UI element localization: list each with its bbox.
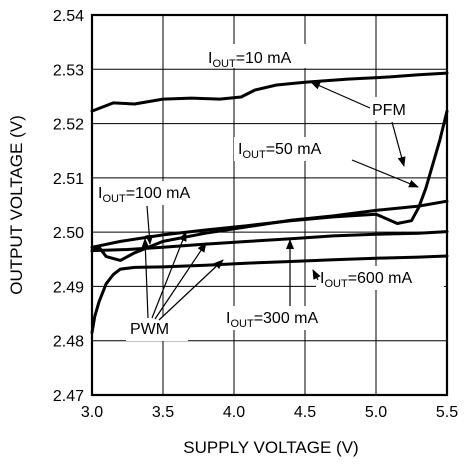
label-bg-iout10 — [205, 44, 325, 68]
x-tick-label: 5.0 — [365, 404, 387, 421]
arrow-pwm-3 — [154, 242, 207, 320]
arrow-iout600 — [312, 269, 321, 281]
y-tick-label: 2.47 — [53, 388, 84, 405]
label-bg-iout600 — [316, 266, 444, 290]
label-iout100: IOUT=100 mA — [98, 185, 191, 205]
arrow-pwm-2 — [151, 231, 187, 319]
label-iout50: IOUT=50 mA — [238, 141, 322, 161]
series-line-0 — [90, 71, 449, 113]
series-line-1 — [90, 109, 449, 249]
label-iout600: IOUT=600 mA — [320, 270, 413, 290]
plot-frame — [90, 13, 449, 397]
y-tick-label: 2.54 — [53, 8, 84, 25]
x-tick-label: 4.5 — [294, 404, 316, 421]
y-tick-label: 2.49 — [53, 279, 84, 296]
label-iout300: IOUT=300 mA — [226, 310, 319, 330]
annotation-arrows — [141, 81, 419, 321]
x-tick-label: 3.5 — [152, 404, 174, 421]
y-tick-label: 2.52 — [53, 117, 84, 134]
arrow-iout50 — [351, 159, 419, 188]
arrow-pfm-10ma — [310, 81, 371, 109]
series-line-2 — [90, 199, 449, 262]
series-lines — [90, 71, 449, 335]
y-tick-label: 2.53 — [53, 62, 84, 79]
series-line-4 — [90, 254, 449, 335]
arrow-iout100 — [145, 205, 154, 245]
label-bg-iout100 — [94, 181, 224, 205]
x-tick-label: 5.5 — [436, 404, 458, 421]
x-tick-label: 3.0 — [81, 404, 103, 421]
label-pfm: PFM — [372, 102, 406, 119]
label-bg-iout50 — [234, 137, 356, 161]
arrow-pfm-50ma — [391, 121, 406, 167]
label-pwm: PWM — [130, 321, 169, 338]
label-iout10: IOUT=10 mA — [208, 50, 292, 70]
y-tick-label: 2.51 — [53, 171, 84, 188]
y-tick-label: 2.48 — [53, 334, 84, 351]
arrow-pwm-1 — [141, 238, 150, 319]
tick-labels: 3.0 3.5 4.0 4.5 5.0 5.5 2.47 2.48 2.49 2.50 2.51 2.… — [53, 8, 458, 421]
x-axis-label: SUPPLY VOLTAGE (V) — [183, 438, 358, 457]
x-tick-label: 4.0 — [223, 404, 245, 421]
y-axis-label: OUTPUT VOLTAGE (V) — [7, 115, 26, 294]
label-bg-pwm — [126, 317, 188, 341]
y-tick-label: 2.50 — [53, 225, 84, 242]
label-bg-pfm — [368, 97, 420, 121]
arrow-pwm-4 — [158, 259, 224, 321]
label-bg-iout300 — [222, 306, 352, 330]
